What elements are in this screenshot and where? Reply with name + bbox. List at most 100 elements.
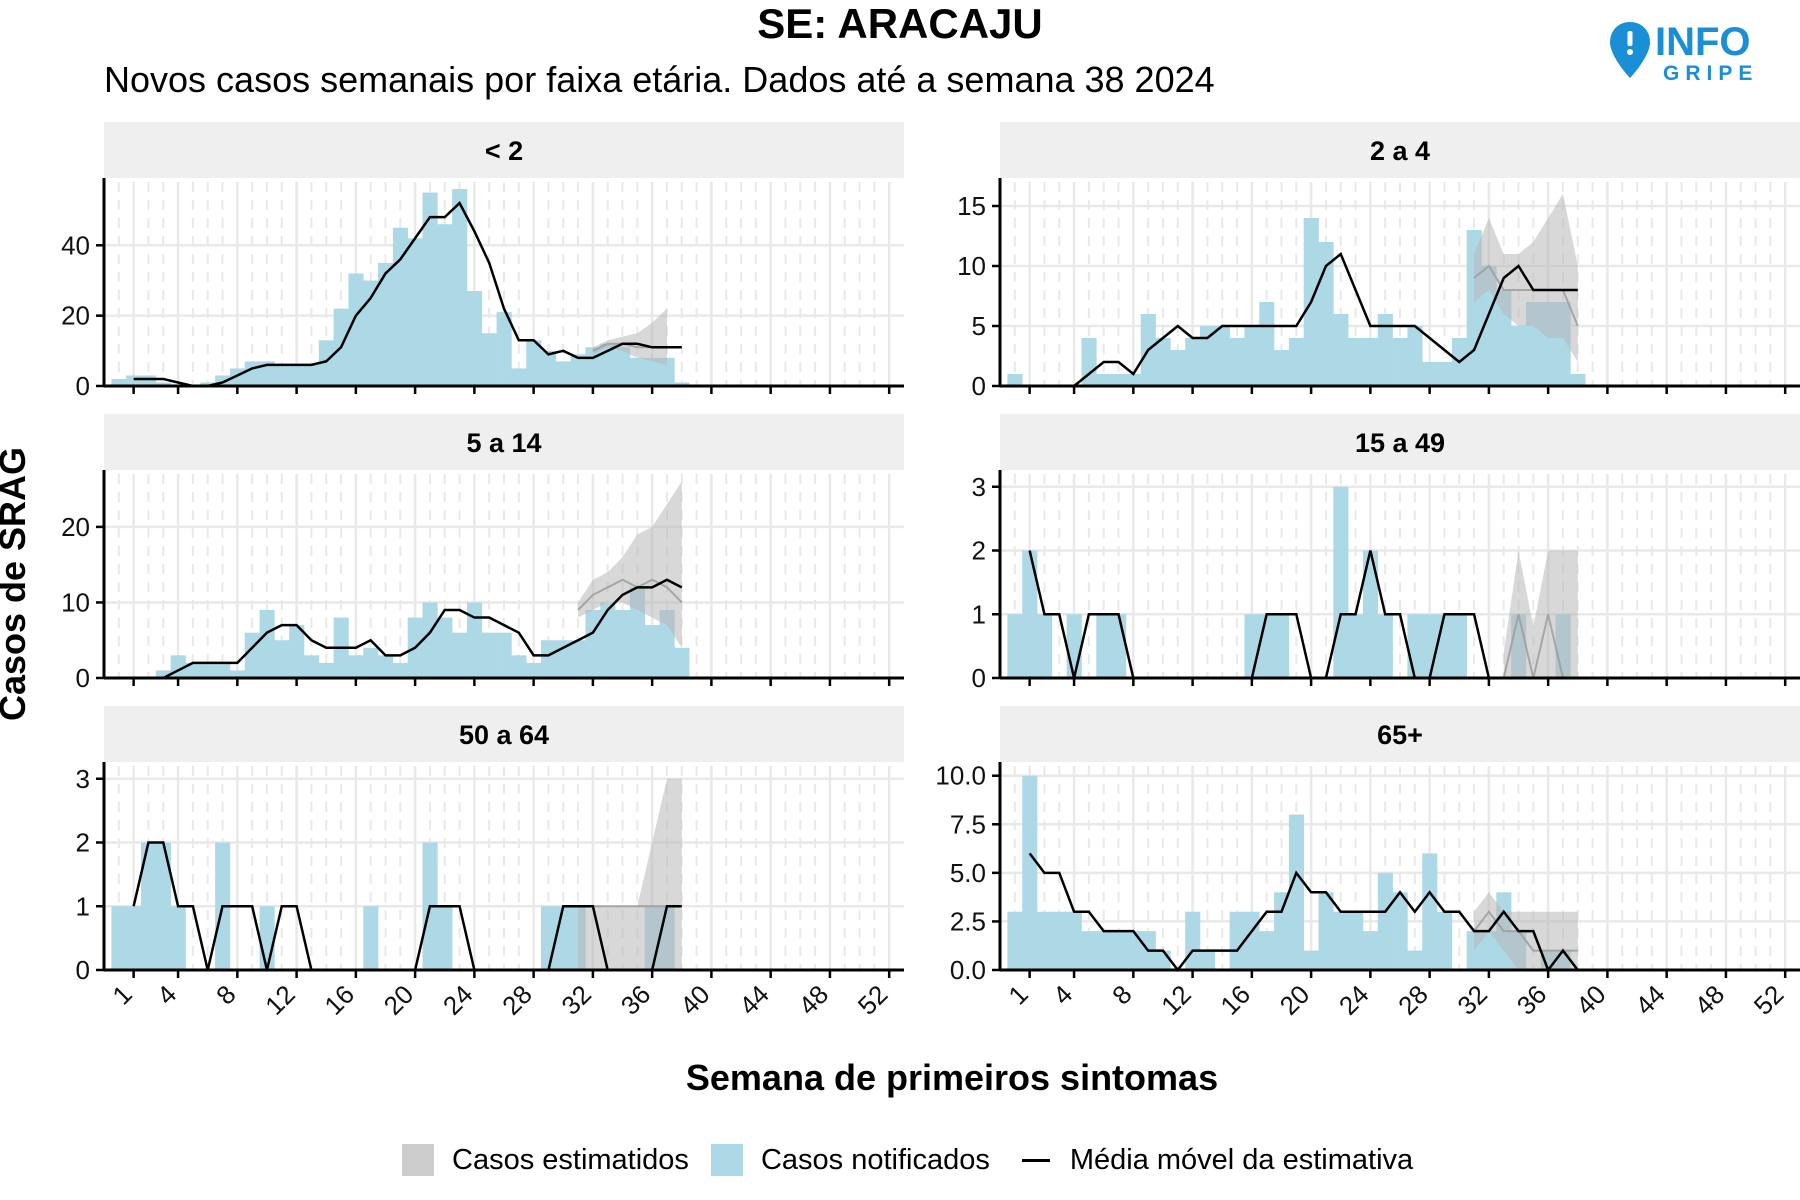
panel-4: 15 a 49 0 1 2 3	[972, 414, 1800, 693]
notified-bar	[1170, 350, 1186, 386]
panel-strip	[104, 414, 904, 470]
notified-bar	[244, 632, 260, 678]
panel-strip	[104, 706, 904, 762]
notified-bar	[274, 640, 290, 678]
notified-bar	[1022, 775, 1038, 970]
notified-bar	[126, 906, 142, 970]
notified-bar	[570, 640, 586, 678]
y-tick-label: 15	[957, 191, 986, 221]
notified-bar	[600, 343, 616, 386]
y-tick-label: 10	[957, 251, 986, 281]
panel-title: 2 a 4	[1370, 136, 1430, 166]
notified-bar	[1200, 950, 1216, 970]
notified-bar	[1362, 550, 1379, 678]
y-tick-label: 2	[76, 828, 90, 858]
notified-bar	[259, 906, 275, 970]
y-tick-label: 0.0	[950, 955, 986, 985]
notified-bar	[644, 357, 660, 386]
y-axis-title: Casos de SRAG	[0, 447, 33, 721]
notified-bar	[422, 602, 438, 678]
notified-bar	[155, 842, 171, 970]
y-tick-label: 1	[76, 891, 90, 921]
legend-item-estimated: Casos estimatidos	[402, 1144, 689, 1177]
logo-main-text: INFO	[1655, 20, 1751, 64]
notified-bar	[155, 382, 171, 386]
x-tick-label: 4	[1047, 979, 1078, 1010]
estimate-ribbon	[578, 481, 682, 648]
notified-bar	[615, 610, 631, 678]
notified-bar	[1333, 314, 1349, 386]
notified-bar	[1259, 614, 1275, 678]
notified-bar	[1422, 362, 1438, 386]
notified-bar	[526, 662, 542, 678]
exclamation-dot	[1627, 49, 1633, 55]
notified-bar	[496, 312, 512, 386]
notified-bar	[1259, 931, 1275, 970]
notified-bar	[1111, 374, 1127, 386]
x-tick-label: 28	[1392, 979, 1434, 1021]
notified-bar	[304, 655, 320, 678]
notified-bar	[1111, 931, 1127, 970]
x-tick-label: 32	[1451, 979, 1493, 1021]
notified-bar	[1155, 338, 1171, 386]
legend-key-notified	[710, 1144, 743, 1176]
notified-bar	[600, 602, 616, 678]
y-tick-label: 3	[76, 764, 90, 794]
panel-title: 15 a 49	[1355, 428, 1445, 458]
panel-title: 5 a 14	[466, 428, 541, 458]
notified-bar	[1185, 338, 1201, 386]
notified-bar	[452, 189, 468, 386]
notified-bar	[1422, 853, 1438, 970]
notified-bar	[1274, 892, 1290, 970]
notified-bar	[363, 906, 379, 970]
notified-bar	[466, 291, 483, 386]
notified-bar	[570, 354, 586, 386]
notified-bar	[1111, 614, 1127, 678]
notified-bar	[111, 378, 127, 386]
y-tick-label: 10	[61, 587, 90, 617]
notified-bar	[1037, 614, 1053, 678]
notified-bar	[1155, 950, 1171, 970]
legend: Casos estimatidos Casos notificados Médi…	[402, 1140, 1435, 1180]
notified-bar	[674, 647, 690, 678]
notified-bar	[481, 333, 497, 386]
notified-bar	[1081, 931, 1097, 970]
notified-bar	[1096, 931, 1112, 970]
notified-bar	[1377, 314, 1393, 386]
notified-bar	[1407, 950, 1423, 970]
notified-bar	[259, 610, 275, 678]
legend-label-notified: Casos notificados	[760, 1143, 990, 1176]
notified-bar	[437, 224, 453, 386]
y-tick-label: 40	[61, 230, 90, 260]
notified-bar	[1185, 911, 1201, 970]
notified-bar	[1392, 338, 1408, 386]
x-tick-label: 28	[496, 979, 538, 1021]
panel-strip	[104, 122, 904, 178]
notified-bar	[1392, 892, 1408, 970]
notified-bar	[170, 906, 186, 970]
notified-bar	[1051, 911, 1067, 970]
notified-bar	[452, 632, 468, 678]
notified-bar	[1318, 892, 1334, 970]
notified-bar	[1229, 338, 1245, 386]
y-tick-label: 5.0	[950, 858, 986, 888]
notified-bar	[215, 375, 231, 386]
notified-bar	[185, 662, 201, 678]
notified-bar	[1348, 614, 1364, 678]
notified-bar	[1407, 326, 1423, 386]
notified-bar	[1244, 326, 1260, 386]
y-tick-label: 5	[972, 311, 986, 341]
notified-bar	[1288, 338, 1305, 386]
moving-average-line	[133, 578, 683, 680]
logo-sub-text: GRIPE	[1663, 62, 1758, 85]
moving-average-line	[1029, 251, 1578, 388]
notified-bar	[363, 280, 379, 386]
notified-bar	[496, 632, 512, 678]
notified-bar	[348, 655, 364, 678]
notified-bar	[1481, 931, 1497, 970]
notified-bar	[1214, 326, 1230, 386]
x-tick-label: 40	[1570, 979, 1612, 1021]
notified-bar	[1274, 614, 1290, 678]
notified-bar	[1066, 614, 1082, 678]
panel-3: 5 a 14 0 10 20	[61, 414, 904, 693]
